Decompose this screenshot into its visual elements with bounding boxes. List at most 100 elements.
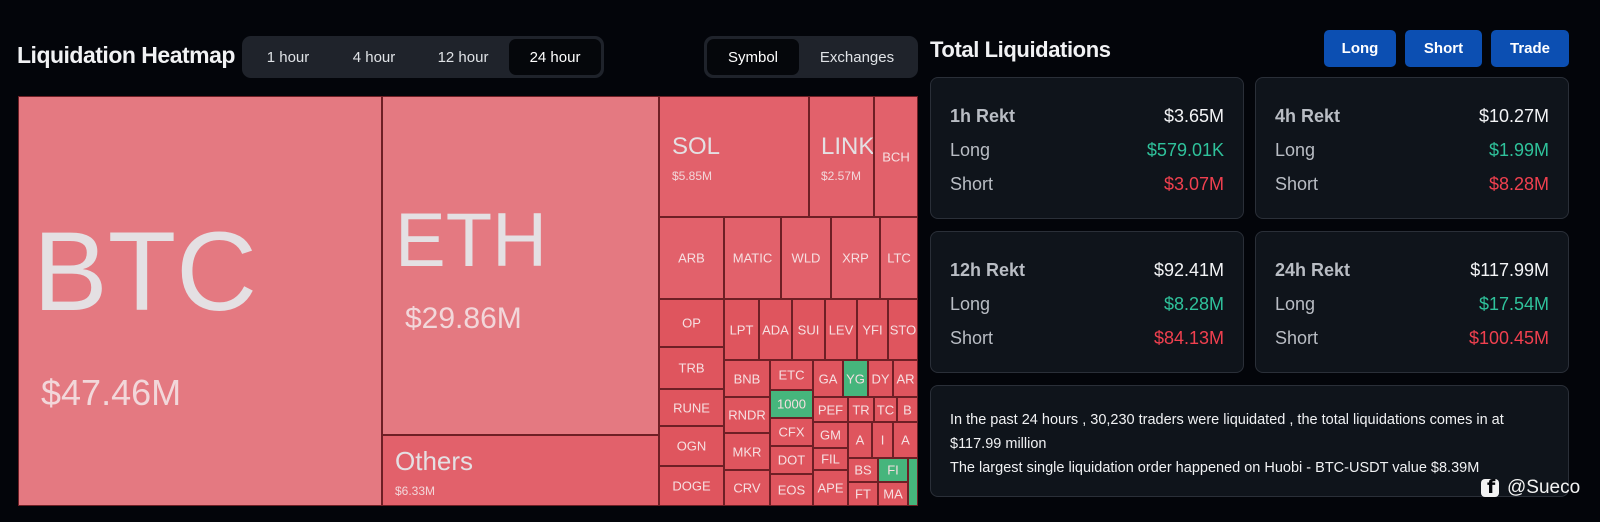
short-button[interactable]: Short — [1405, 30, 1482, 67]
tile-label: TRB — [678, 360, 705, 376]
tile-lev[interactable]: LEV — [825, 299, 857, 360]
tile-others[interactable]: Others $6.33M — [382, 435, 659, 506]
tile-label: YFI — [862, 322, 883, 337]
tile-ape[interactable]: APE — [813, 470, 848, 506]
tile-tr[interactable]: TR — [848, 397, 874, 422]
tile-trb[interactable]: TRB — [659, 347, 724, 389]
tile-ltc[interactable]: LTC — [880, 217, 918, 299]
tile-a1[interactable]: A — [848, 422, 872, 458]
tile-sto[interactable]: STO — [888, 299, 918, 360]
card-short-row: Short $84.13M — [950, 328, 1224, 349]
tile-ar[interactable]: AR — [893, 360, 918, 397]
tile-label: LTC — [887, 250, 911, 266]
card-total-row: 12h Rekt $92.41M — [950, 260, 1224, 281]
tile-btc-symbol: BTC — [33, 209, 257, 334]
tile-label: AR — [896, 371, 915, 386]
tile-bs[interactable]: BS — [848, 458, 878, 482]
tile-label: WLD — [791, 250, 821, 266]
card-long-value: $1.99M — [1488, 140, 1549, 160]
liquidation-treemap: BTC $47.46M ETH $29.86M Others $6.33M SO… — [18, 96, 918, 506]
tile-cfx[interactable]: CFX — [770, 418, 813, 446]
tile-btc[interactable]: BTC $47.46M — [18, 96, 382, 506]
card-period: 1h Rekt — [950, 106, 1016, 126]
tile-label: EOS — [777, 482, 806, 498]
tile-eos[interactable]: EOS — [770, 474, 813, 506]
tile-crv[interactable]: CRV — [724, 470, 770, 506]
tile-ma[interactable]: MA — [878, 482, 908, 506]
tile-eth[interactable]: ETH $29.86M — [382, 96, 659, 435]
tab-12-hour[interactable]: 12 hour — [437, 48, 489, 66]
tile-yfi[interactable]: YFI — [857, 299, 888, 360]
tile-fi[interactable]: FI — [878, 458, 908, 482]
tile-pef[interactable]: PEF — [813, 397, 848, 422]
tile-op[interactable]: OP — [659, 299, 724, 347]
card-12h-rekt: 12h Rekt $92.41M Long $8.28M Short $84.13M — [930, 231, 1244, 373]
tile-link-value: $2.57M — [821, 169, 862, 183]
card-short-label: Short — [1275, 174, 1319, 194]
tab-exchanges[interactable]: Exchanges — [819, 48, 895, 66]
tile-gm[interactable]: GM — [813, 422, 848, 448]
credit-handle: @Sueco — [1507, 477, 1581, 498]
tile-yg[interactable]: YG — [843, 360, 868, 397]
card-short-value: $3.07M — [1163, 174, 1224, 194]
tile-ft[interactable]: FT — [848, 482, 878, 506]
tile-a2[interactable]: A — [893, 422, 918, 458]
tile-green-small[interactable] — [908, 458, 918, 506]
tile-btc-value: $47.46M — [41, 372, 182, 413]
card-period: 4h Rekt — [1275, 106, 1341, 126]
tile-label: SUI — [797, 322, 820, 337]
tile-bnb[interactable]: BNB — [724, 360, 770, 397]
facebook-icon — [1481, 476, 1499, 498]
tile-mkr[interactable]: MKR — [724, 433, 770, 470]
tile-dot[interactable]: DOT — [770, 446, 813, 474]
tile-label: 1000 — [777, 396, 806, 412]
long-button[interactable]: Long — [1324, 30, 1396, 67]
trade-button[interactable]: Trade — [1491, 30, 1569, 67]
tile-ga[interactable]: GA — [813, 360, 843, 397]
tile-label: APE — [817, 480, 844, 496]
tile-label: TC — [876, 402, 895, 417]
tile-i[interactable]: I — [872, 422, 893, 458]
tile-ogn[interactable]: OGN — [659, 426, 724, 466]
tile-lpt[interactable]: LPT — [724, 299, 759, 360]
liquidation-summary: In the past 24 hours , 30,230 traders we… — [930, 385, 1569, 497]
tile-etc[interactable]: ETC — [770, 360, 813, 390]
tile-rndr[interactable]: RNDR — [724, 397, 770, 433]
tab-1-hour[interactable]: 1 hour — [266, 48, 310, 66]
card-total-row: 24h Rekt $117.99M — [1275, 260, 1549, 281]
tile-doge[interactable]: DOGE — [659, 466, 724, 506]
credit-watermark: @Sueco — [1481, 476, 1581, 499]
tile-link[interactable]: LINK $2.57M — [809, 96, 874, 217]
tile-matic[interactable]: MATIC — [724, 217, 781, 299]
total-liquidations-title: Total Liquidations — [930, 37, 1111, 62]
tile-label: OGN — [676, 438, 707, 454]
tile-ada[interactable]: ADA — [759, 299, 792, 360]
tile-sui[interactable]: SUI — [792, 299, 825, 360]
tab-24-hour[interactable]: 24 hour — [509, 39, 601, 75]
tile-eth-value: $29.86M — [405, 302, 522, 335]
card-short-value: $100.45M — [1468, 328, 1549, 348]
tile-sol[interactable]: SOL $5.85M — [659, 96, 809, 217]
card-long-label: Long — [1275, 140, 1316, 160]
tab-symbol[interactable]: Symbol — [707, 39, 799, 75]
card-short-value: $84.13M — [1153, 328, 1224, 348]
tile-bch[interactable]: BCH — [874, 96, 918, 217]
tab-4-hour[interactable]: 4 hour — [352, 48, 396, 66]
tile-dy[interactable]: DY — [868, 360, 893, 397]
tile-1000[interactable]: 1000 — [770, 390, 813, 418]
tile-arb[interactable]: ARB — [659, 217, 724, 299]
tile-wld[interactable]: WLD — [781, 217, 831, 299]
tile-xrp[interactable]: XRP — [831, 217, 880, 299]
card-total-row: 1h Rekt $3.65M — [950, 106, 1224, 127]
tile-fil[interactable]: FIL — [813, 448, 848, 470]
tile-label: YG — [846, 371, 865, 386]
card-total-value: $3.65M — [1163, 106, 1224, 126]
tile-label: I — [880, 432, 885, 448]
tile-rune[interactable]: RUNE — [659, 389, 724, 426]
card-24h-rekt: 24h Rekt $117.99M Long $17.54M Short $100.4… — [1255, 231, 1569, 373]
tile-b[interactable]: B — [897, 397, 918, 422]
card-total-value: $117.99M — [1470, 260, 1549, 280]
tile-label: GA — [818, 371, 838, 386]
tile-tc[interactable]: TC — [874, 397, 897, 422]
tile-label: RNDR — [728, 407, 766, 423]
